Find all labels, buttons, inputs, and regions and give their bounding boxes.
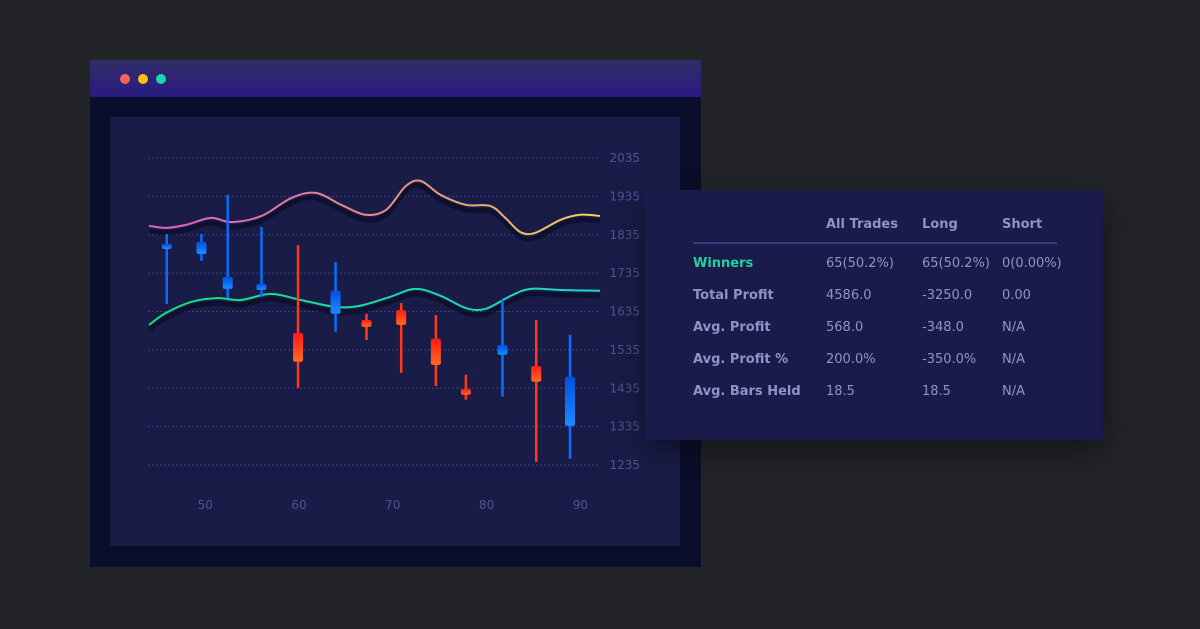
stat-value: N/A <box>1002 320 1025 335</box>
stat-value: 65(50.2%) <box>826 256 894 271</box>
stat-value: 568.0 <box>826 320 864 335</box>
candle-body <box>396 309 407 325</box>
line-shadow <box>148 183 601 242</box>
candle-body <box>161 243 172 249</box>
y-tick-label: 1535 <box>609 343 640 357</box>
stat-value: 18.5 <box>826 384 855 399</box>
stat-value: -348.0 <box>922 320 964 335</box>
column-header: All Trades <box>826 217 898 232</box>
x-tick-label: 50 <box>198 498 213 512</box>
candle-body <box>222 276 233 289</box>
candle-body <box>564 376 575 426</box>
candle-body <box>196 242 207 254</box>
title-bar <box>90 60 701 97</box>
y-tick-label: 1635 <box>609 305 640 319</box>
stat-value: 200.0% <box>826 352 876 367</box>
candle-body <box>531 365 542 382</box>
row-label: Avg. Profit % <box>693 352 789 367</box>
x-tick-label: 90 <box>573 498 588 512</box>
header-divider <box>693 242 1057 244</box>
candle-body <box>497 344 508 355</box>
stat-value: 0(0.00%) <box>1002 256 1062 271</box>
row-label: Avg. Profit <box>693 320 771 335</box>
x-tick-label: 80 <box>479 498 494 512</box>
y-tick-label: 1835 <box>609 228 640 242</box>
app-window <box>90 60 701 567</box>
row-label: Avg. Bars Held <box>693 384 801 399</box>
candle-body <box>460 389 471 395</box>
candle-body <box>293 332 304 362</box>
indicator-line <box>148 287 601 326</box>
candle-body <box>256 283 267 291</box>
maximize-button[interactable] <box>156 74 166 84</box>
row-label: Winners <box>693 256 754 271</box>
stat-value: 18.5 <box>922 384 951 399</box>
candle-body <box>361 319 372 327</box>
chart-panel <box>110 117 680 546</box>
stat-value: N/A <box>1002 352 1025 367</box>
y-tick-label: 1235 <box>609 458 640 472</box>
stat-value: -350.0% <box>922 352 977 367</box>
line-shadow <box>147 291 601 332</box>
y-tick-label: 1935 <box>609 189 640 203</box>
candle-body <box>430 338 441 365</box>
y-tick-label: 1735 <box>609 266 640 280</box>
close-button[interactable] <box>120 74 130 84</box>
column-header: Long <box>922 217 958 232</box>
minimize-button[interactable] <box>138 74 148 84</box>
candle-body <box>330 290 341 314</box>
y-tick-label: 1435 <box>609 381 640 395</box>
row-label: Total Profit <box>693 288 774 303</box>
stat-value: -3250.0 <box>922 288 973 303</box>
stat-value: 0.00 <box>1002 288 1031 303</box>
stat-value: N/A <box>1002 384 1025 399</box>
stat-value: 4586.0 <box>826 288 872 303</box>
indicator-line <box>148 179 601 236</box>
y-tick-label: 2035 <box>609 151 640 165</box>
stats-panel: All Trades Long Short Winners 65(50.2%) 65(50… <box>645 190 1103 440</box>
x-tick-label: 60 <box>291 498 306 512</box>
x-tick-label: 70 <box>385 498 400 512</box>
y-tick-label: 1335 <box>609 420 640 434</box>
column-header: Short <box>1002 217 1043 232</box>
stat-value: 65(50.2%) <box>922 256 990 271</box>
